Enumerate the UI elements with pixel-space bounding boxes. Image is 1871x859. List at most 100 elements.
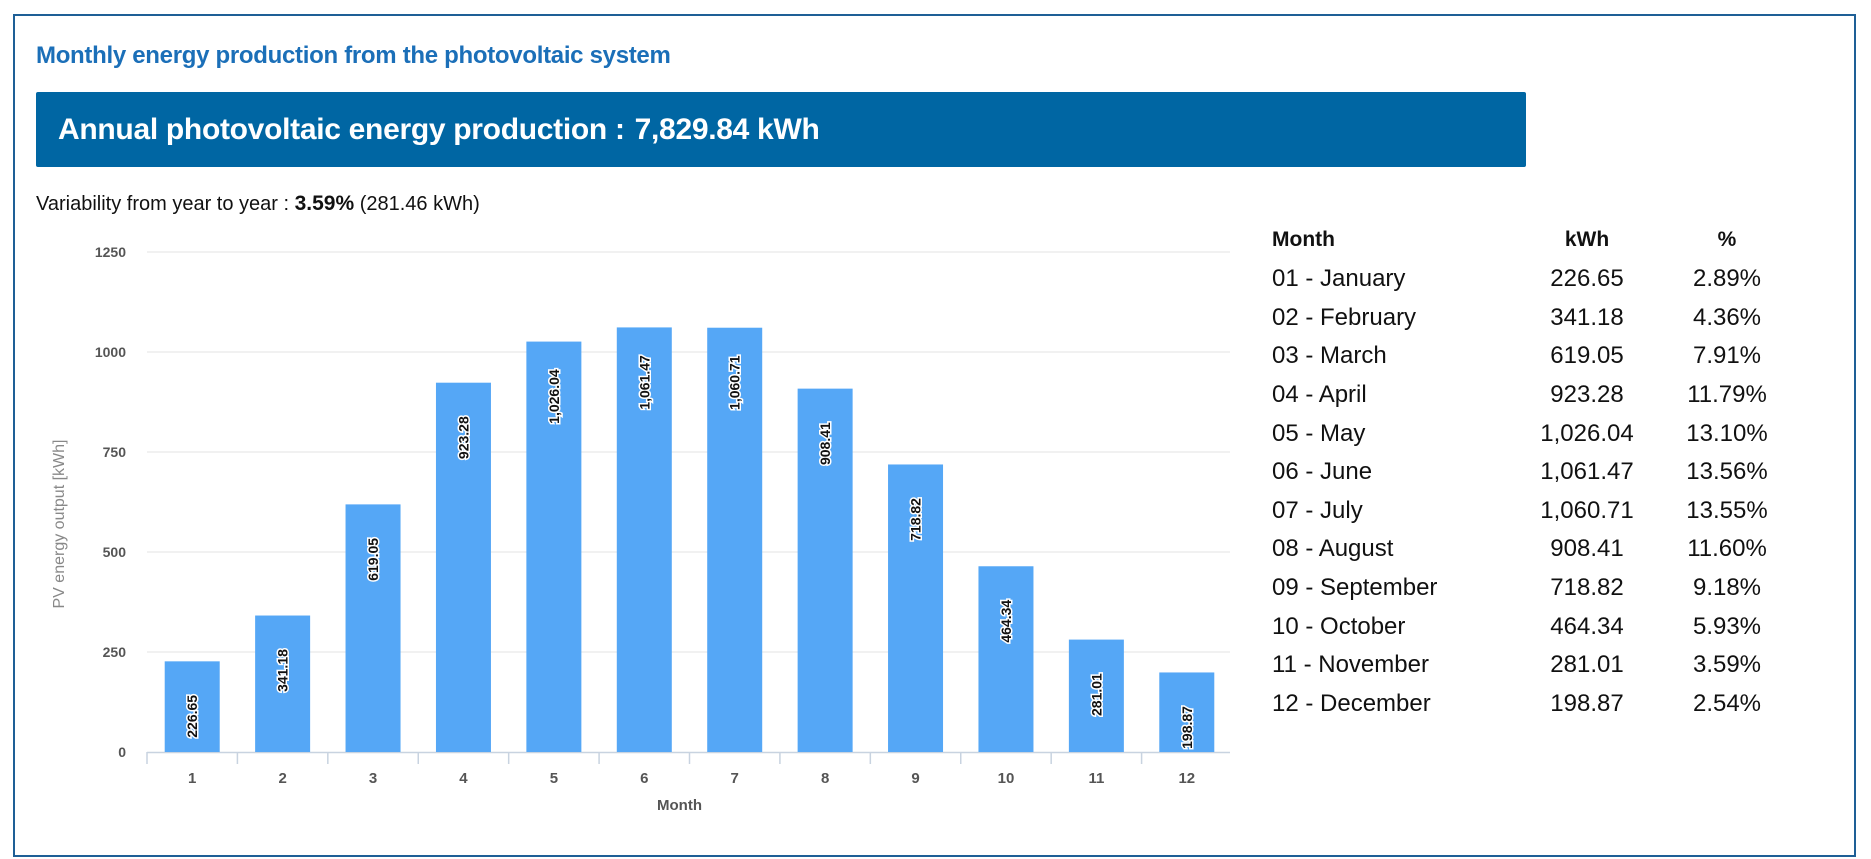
bar-data-label: 718.82 (908, 498, 924, 541)
variability-line: Variability from year to year : 3.59% (2… (36, 192, 480, 216)
y-tick-label: 500 (103, 544, 127, 560)
cell-kwh: 198.87 (1550, 689, 1624, 717)
cell-kwh: 718.82 (1550, 574, 1624, 602)
bar (526, 341, 582, 752)
annual-production-value: 7,829.84 kWh (634, 113, 820, 146)
cell-kwh: 464.34 (1550, 612, 1624, 640)
cell-month: 03 - March (1272, 342, 1387, 370)
bar-data-label: 341.18 (275, 649, 291, 692)
cell-percent: 2.54% (1692, 689, 1762, 717)
table-row: 03 - March 619.05 7.91% (1272, 337, 1782, 376)
cell-kwh: 923.28 (1550, 381, 1624, 409)
bar (435, 382, 491, 752)
y-tick-label: 1000 (95, 344, 126, 360)
cell-percent: 3.59% (1692, 651, 1762, 679)
cell-month: 10 - October (1272, 612, 1406, 640)
cell-kwh: 1,026.04 (1540, 419, 1634, 447)
monthly-production-chart: 0 250 500 750 1000 1250 226.65 1 341.18 2 619.05 3 9… (51, 244, 1230, 814)
cell-kwh: 341.18 (1550, 303, 1624, 331)
cell-percent: 4.36% (1692, 303, 1762, 331)
table-row: 01 - January 226.65 2.89% (1272, 260, 1782, 299)
bar-data-label: 226.65 (184, 695, 200, 738)
table-row: 04 - April 923.28 11.79% (1272, 376, 1782, 415)
bar (164, 661, 220, 752)
y-axis-title: PV energy output [kWh] (51, 440, 68, 609)
bar-data-label: 923.28 (455, 416, 471, 459)
col-header-percent: % (1717, 228, 1737, 251)
bar (1159, 672, 1215, 752)
page-title: Monthly energy production from the photo… (36, 42, 671, 69)
y-tick-label: 750 (103, 444, 127, 460)
x-tick-label: 1 (188, 770, 196, 787)
bar-data-label: 1,061.47 (636, 355, 652, 410)
col-header-kwh: kWh (1564, 228, 1610, 251)
cell-month: 07 - July (1272, 496, 1363, 524)
table-row: 08 - August 908.41 11.60% (1272, 530, 1782, 569)
x-tick-label: 2 (278, 770, 286, 787)
bar (797, 388, 853, 752)
bar (707, 327, 763, 752)
cell-month: 01 - January (1272, 265, 1406, 293)
variability-percent: 3.59% (294, 192, 355, 215)
x-tick-label: 3 (369, 770, 377, 787)
bar (978, 566, 1034, 752)
table-row: 07 - July 1,060.71 13.55% (1272, 492, 1782, 531)
cell-percent: 11.79% (1687, 381, 1767, 409)
x-tick-label: 6 (640, 770, 648, 787)
x-tick-label: 7 (731, 770, 739, 787)
table-row: 06 - June 1,061.47 13.56% (1272, 453, 1782, 492)
cell-percent: 13.55% (1686, 496, 1768, 524)
cell-kwh: 908.41 (1550, 535, 1624, 563)
cell-month: 12 - December (1272, 689, 1431, 717)
table-row: 05 - May 1,026.04 13.10% (1272, 414, 1782, 453)
cell-percent: 7.91% (1692, 342, 1762, 370)
table-row: 12 - December 198.87 2.54% (1272, 685, 1782, 724)
bar-data-label: 464.34 (998, 600, 1014, 643)
bar-data-label: 619.05 (365, 538, 381, 581)
cell-month: 02 - February (1272, 303, 1417, 331)
bar (616, 327, 672, 752)
y-tick-label: 0 (118, 744, 126, 760)
cell-month: 08 - August (1272, 535, 1394, 563)
cell-month: 05 - May (1272, 419, 1366, 447)
x-tick-label: 12 (1178, 770, 1195, 787)
bar-data-label: 1,026.04 (546, 369, 562, 424)
bar-data-label: 908.41 (817, 422, 833, 465)
x-tick-label: 5 (550, 770, 558, 787)
bar-data-label: 1,060.71 (727, 355, 743, 410)
cell-kwh: 281.01 (1550, 651, 1624, 679)
table-row: 02 - February 341.18 4.36% (1272, 299, 1782, 338)
table-row: 11 - November 281.01 3.59% (1272, 646, 1782, 685)
x-axis-title: Month (657, 797, 702, 814)
x-tick-label: 11 (1088, 770, 1104, 787)
bar (345, 504, 401, 752)
table-header-row: Month kWh % (1272, 228, 1782, 260)
bar-data-label: 281.01 (1088, 673, 1104, 716)
annual-production-label: Annual photovoltaic energy production : (58, 113, 625, 146)
annual-production-banner: Annual photovoltaic energy production : 7… (36, 92, 1526, 167)
cell-kwh: 226.65 (1550, 265, 1624, 293)
cell-month: 04 - April (1272, 381, 1367, 409)
cell-month: 11 - November (1272, 651, 1429, 679)
cell-percent: 2.89% (1692, 265, 1762, 293)
cell-percent: 13.56% (1686, 458, 1768, 486)
panel-frame (13, 14, 1856, 857)
cell-kwh: 619.05 (1550, 342, 1624, 370)
bar (1068, 639, 1124, 752)
x-tick-label: 4 (459, 770, 468, 787)
monthly-production-table: Month kWh % 01 - January 226.65 2.89% 02 - … (1272, 228, 1782, 723)
bar (888, 464, 944, 752)
cell-month: 06 - June (1272, 458, 1373, 486)
x-tick-label: 10 (998, 770, 1015, 787)
cell-kwh: 1,060.71 (1540, 496, 1634, 524)
col-header-month: Month (1272, 228, 1335, 251)
cell-percent: 11.60% (1687, 535, 1767, 563)
x-tick-label: 8 (821, 770, 829, 787)
bar-data-label: 198.87 (1179, 706, 1195, 749)
table-row: 09 - September 718.82 9.18% (1272, 569, 1782, 608)
bar (255, 615, 311, 752)
variability-kwh: (281.46 kWh) (359, 193, 480, 215)
x-tick-label: 9 (911, 770, 919, 787)
cell-kwh: 1,061.47 (1540, 458, 1634, 486)
y-tick-label: 1250 (95, 244, 126, 260)
